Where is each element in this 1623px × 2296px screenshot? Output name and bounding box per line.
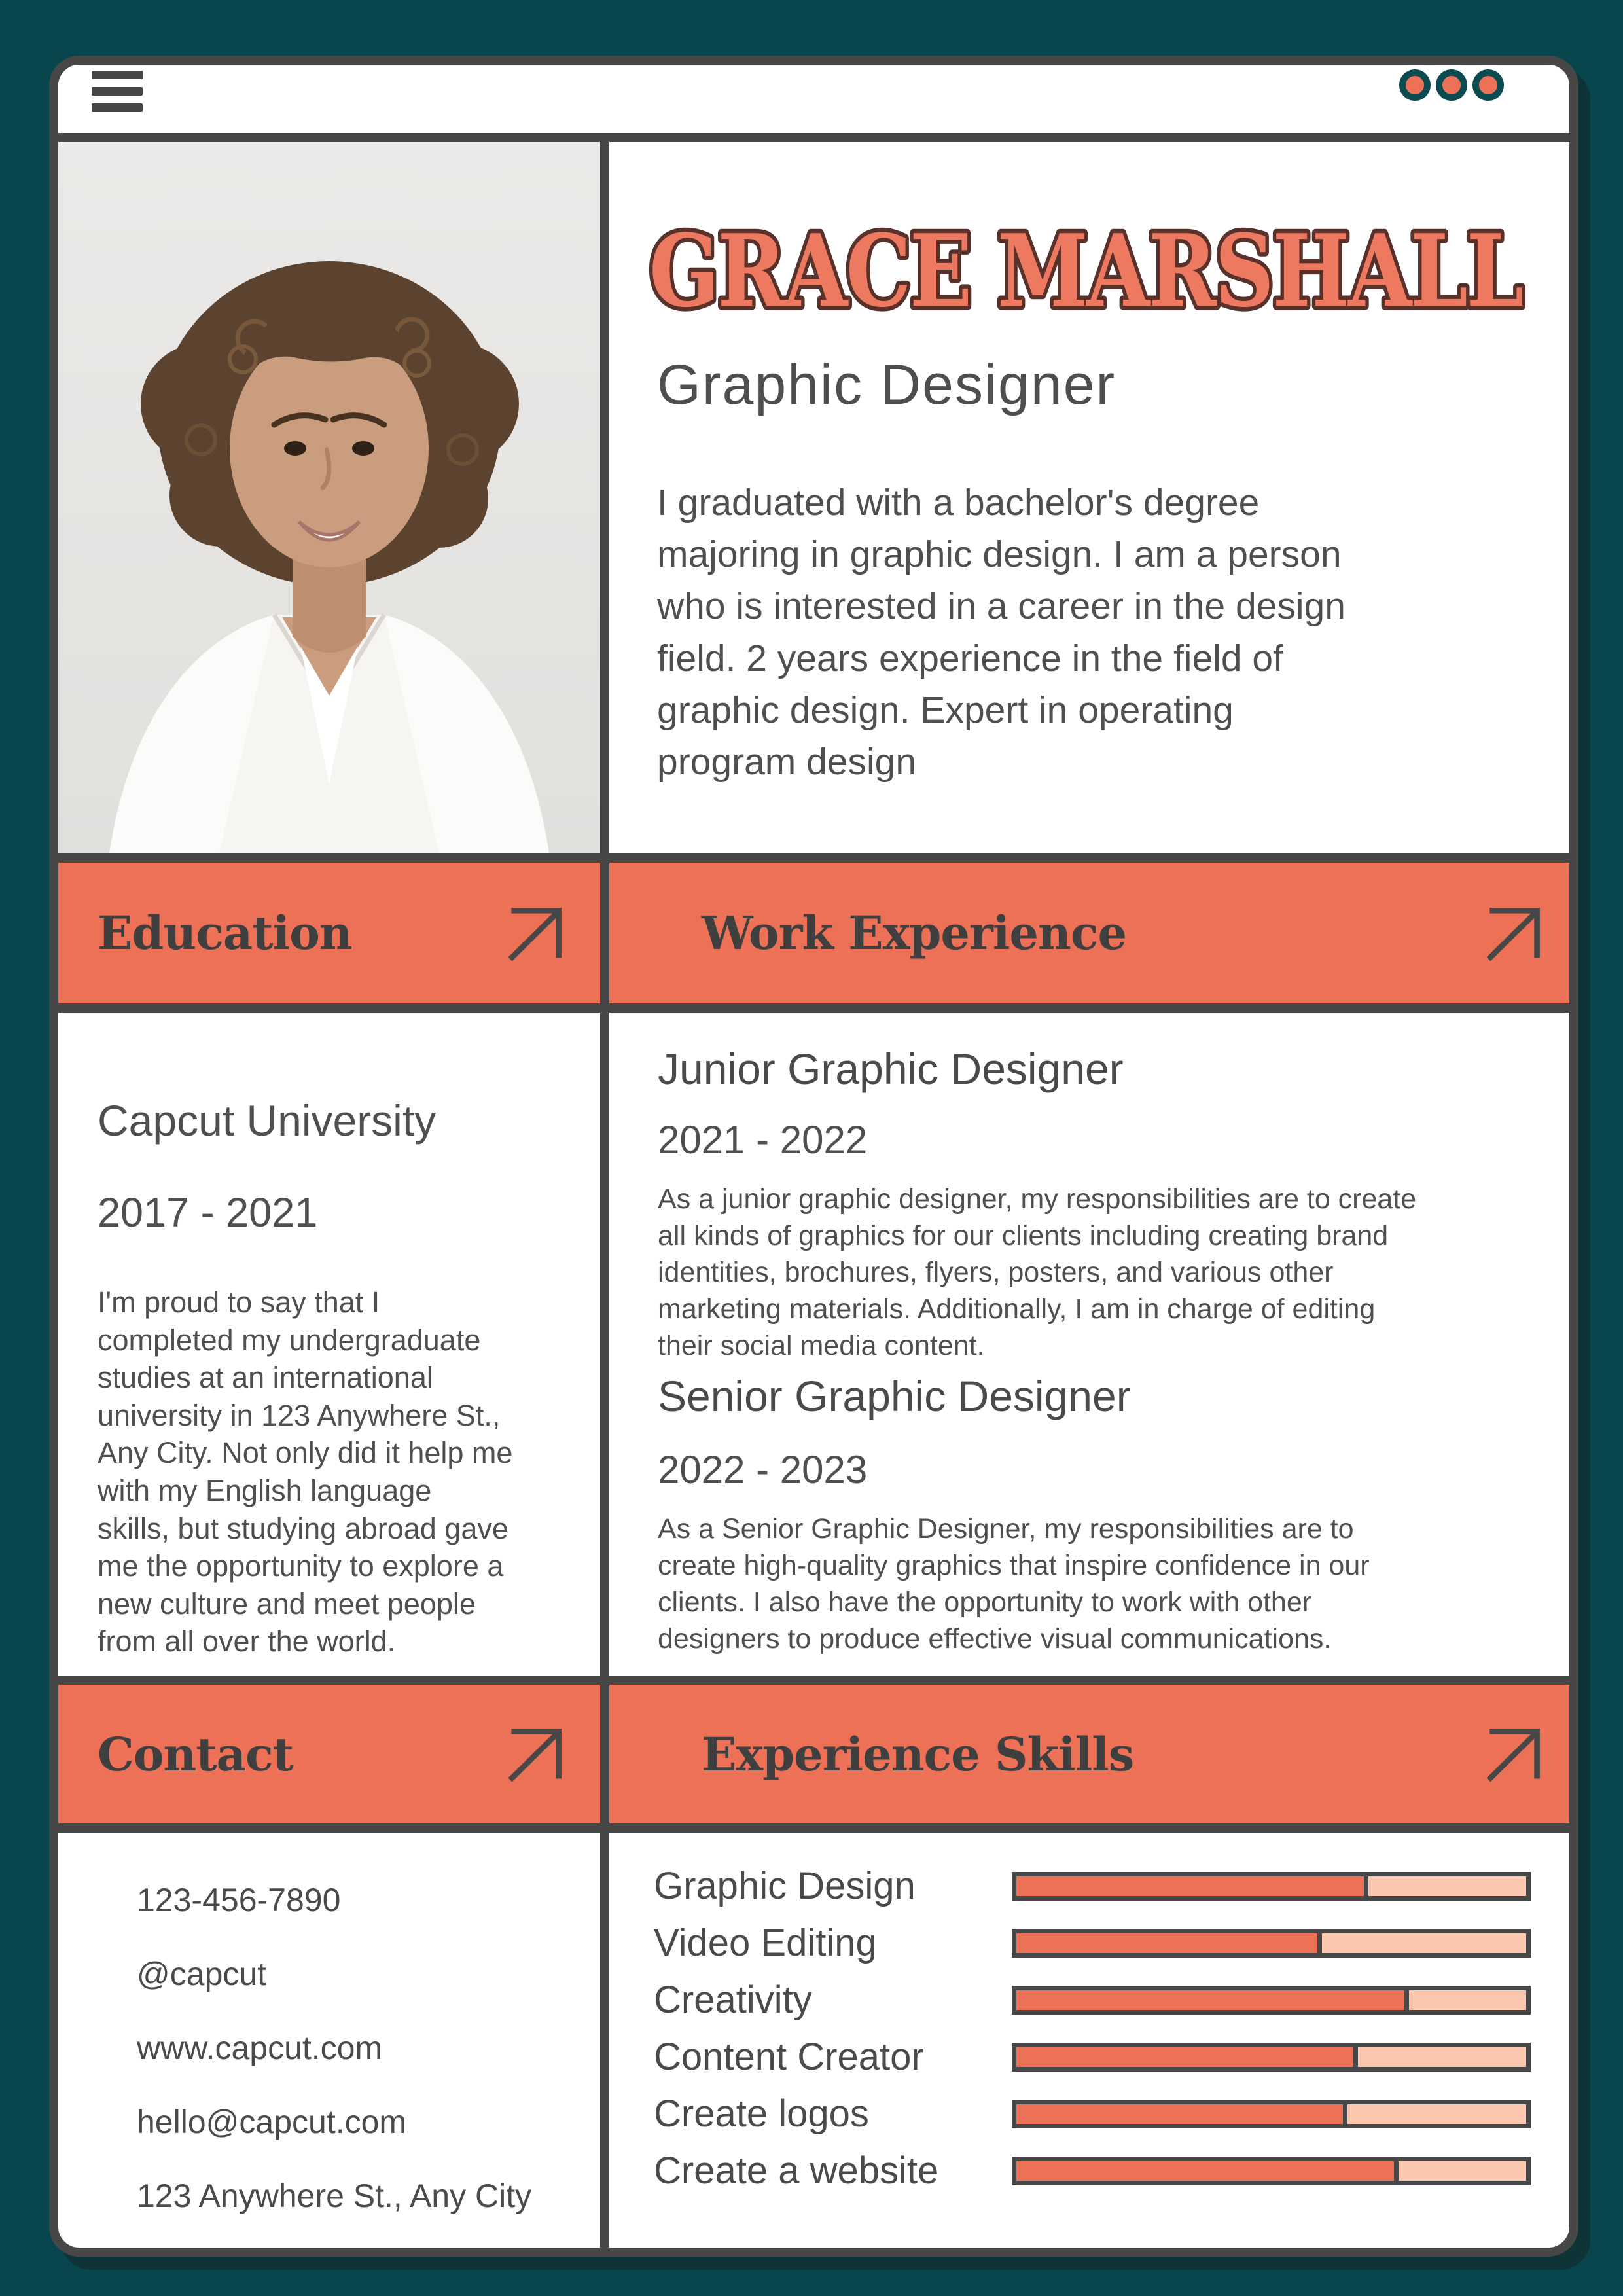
- diagonal-arrow-icon[interactable]: [1482, 1723, 1544, 1785]
- skill-bar-fill: [1016, 1990, 1409, 2010]
- education-heading: Education: [98, 906, 353, 960]
- skill-bar: [1012, 2156, 1531, 2185]
- skill-bar: [1012, 2099, 1531, 2128]
- contact-heading: Contact: [98, 1727, 294, 1782]
- skill-bar-fill: [1016, 2047, 1358, 2067]
- divider: [600, 142, 609, 2248]
- skill-bar-fill: [1016, 2104, 1348, 2124]
- menu-bar: [92, 103, 143, 112]
- skill-row: Graphic Design: [654, 1857, 1535, 1914]
- job-title: Junior Graphic Designer: [658, 1045, 1124, 1093]
- contact-email[interactable]: hello@capcut.com: [137, 2104, 407, 2140]
- contact-address: 123 Anywhere St., Any City: [137, 2178, 532, 2214]
- skill-row: Create logos: [654, 2085, 1535, 2142]
- portrait-image: [58, 142, 600, 853]
- skill-label: Create a website: [654, 2149, 939, 2192]
- skill-bar: [1012, 1928, 1531, 1958]
- job-title: Senior Graphic Designer: [658, 1372, 1131, 1420]
- skill-row: Create a website: [654, 2142, 1535, 2199]
- menu-bar: [92, 71, 143, 79]
- skill-label: Content Creator: [654, 2036, 924, 2078]
- profile-photo: [58, 142, 600, 853]
- education-period: 2017 - 2021: [98, 1190, 318, 1236]
- job-period: 2021 - 2022: [658, 1118, 868, 1162]
- section-header-row: Education Work Experience: [58, 853, 1569, 1013]
- contact-website[interactable]: www.capcut.com: [137, 2030, 383, 2066]
- skill-bar-fill: [1016, 1876, 1368, 1896]
- skill-bar: [1012, 1985, 1531, 2015]
- job-period: 2022 - 2023: [658, 1448, 868, 1492]
- diagonal-arrow-icon[interactable]: [1482, 902, 1544, 964]
- window-topbar: [58, 65, 1569, 133]
- profile-job-title: Graphic Designer: [657, 353, 1116, 416]
- skill-row: Creativity: [654, 1971, 1535, 2028]
- menu-icon[interactable]: [92, 71, 143, 120]
- skill-label: Video Editing: [654, 1922, 877, 1964]
- skill-label: Creativity: [654, 1979, 812, 2021]
- window-dot-icon[interactable]: [1399, 69, 1431, 101]
- skill-label: Create logos: [654, 2092, 869, 2135]
- skill-row: Video Editing: [654, 1914, 1535, 1971]
- work-heading: Work Experience: [702, 906, 1127, 960]
- education-description: I'm proud to say that I completed my und…: [98, 1285, 513, 1659]
- divider: [58, 133, 1569, 142]
- skill-bar-fill: [1016, 1933, 1323, 1953]
- contact-social: @capcut: [137, 1956, 267, 1992]
- job-description: As a junior graphic designer, my respons…: [658, 1183, 1417, 1361]
- skill-bar-fill: [1016, 2161, 1399, 2181]
- window-controls: [1399, 69, 1504, 101]
- menu-bar: [92, 87, 143, 96]
- profile-name: GRACE MARSHALL: [649, 212, 1522, 329]
- resume-window: GRACE MARSHALL Graphic Designer I gradua…: [49, 56, 1578, 2257]
- skills-heading: Experience Skills: [702, 1727, 1134, 1782]
- skill-bar: [1012, 2042, 1531, 2072]
- window-dot-icon[interactable]: [1436, 69, 1467, 101]
- diagonal-arrow-icon[interactable]: [504, 1723, 566, 1785]
- education-school: Capcut University: [98, 1096, 437, 1145]
- section-header-row: Contact Experience Skills: [58, 1676, 1569, 1833]
- skill-label: Graphic Design: [654, 1865, 916, 1907]
- profile-summary: I graduated with a bachelor's degree maj…: [657, 482, 1346, 783]
- skill-row: Content Creator: [654, 2028, 1535, 2085]
- contact-phone: 123-456-7890: [137, 1882, 341, 1918]
- diagonal-arrow-icon[interactable]: [504, 902, 566, 964]
- skill-bar: [1012, 1871, 1531, 1901]
- page-title: GRACE MARSHALL: [645, 208, 1529, 334]
- job-description: As a Senior Graphic Designer, my respons…: [658, 1513, 1370, 1655]
- window-dot-icon[interactable]: [1472, 69, 1504, 101]
